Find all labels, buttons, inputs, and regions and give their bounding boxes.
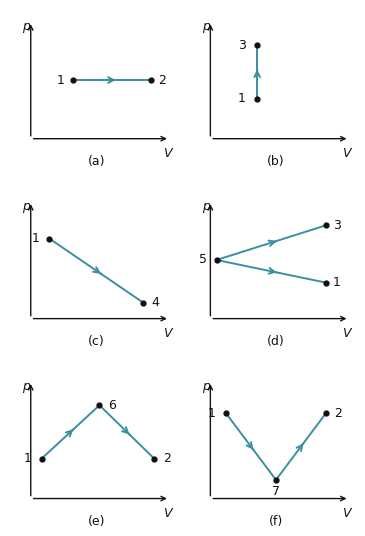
Text: 6: 6 (108, 399, 116, 412)
Text: (b): (b) (267, 155, 285, 168)
Text: (c): (c) (88, 334, 105, 348)
Text: (d): (d) (267, 334, 285, 348)
Text: 4: 4 (152, 296, 160, 309)
Text: 2: 2 (334, 407, 342, 420)
Text: V: V (342, 507, 351, 519)
Text: (f): (f) (269, 515, 283, 527)
Text: 2: 2 (158, 73, 166, 86)
Text: V: V (163, 326, 171, 340)
Text: 1: 1 (24, 452, 31, 465)
Text: V: V (342, 326, 351, 340)
Text: V: V (163, 507, 171, 519)
Text: 1: 1 (31, 232, 39, 245)
Text: (e): (e) (88, 515, 105, 527)
Text: p: p (22, 20, 30, 33)
Text: 1: 1 (208, 407, 216, 420)
Text: 1: 1 (238, 92, 246, 105)
Text: p: p (22, 380, 30, 393)
Text: V: V (342, 147, 351, 160)
Text: 1: 1 (57, 73, 64, 86)
Text: 5: 5 (199, 254, 207, 266)
Text: 2: 2 (163, 452, 170, 465)
Text: p: p (202, 380, 210, 393)
Text: p: p (202, 200, 210, 213)
Text: 3: 3 (238, 39, 246, 52)
Text: (a): (a) (88, 155, 105, 168)
Text: 3: 3 (333, 219, 341, 232)
Text: 1: 1 (333, 276, 341, 289)
Text: 7: 7 (272, 486, 280, 498)
Text: V: V (163, 147, 171, 160)
Text: p: p (22, 200, 30, 213)
Text: p: p (202, 20, 210, 33)
